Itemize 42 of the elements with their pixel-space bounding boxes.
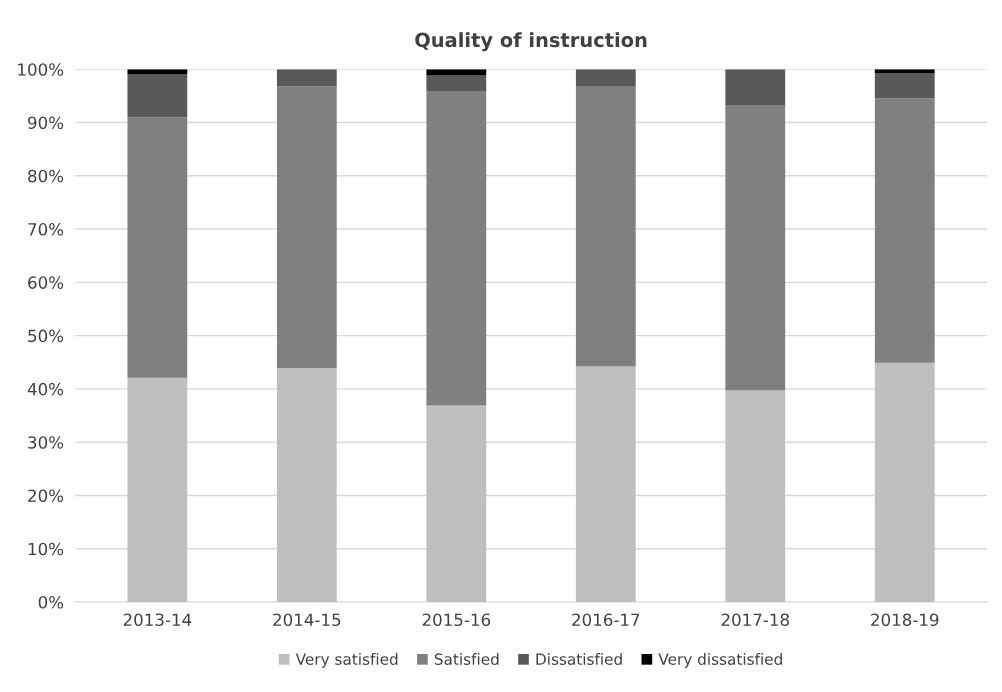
bar: [127, 377, 188, 603]
bar: [426, 91, 487, 406]
legend-label: Satisfied: [434, 653, 499, 665]
y-tick-label: 0%: [38, 596, 64, 609]
x-tick-label: 2017-18: [721, 613, 789, 627]
y-tick-label: 70%: [28, 223, 64, 236]
bar: [874, 72, 935, 99]
chart-title: Quality of instruction: [415, 32, 647, 52]
legend-label: Very satisfied: [295, 653, 398, 668]
y-tick-label: 60%: [28, 276, 64, 289]
bar: [725, 69, 786, 105]
bar: [874, 98, 935, 363]
bar: [874, 362, 935, 603]
bar: [127, 69, 188, 75]
bar: [276, 86, 337, 369]
y-tick-label: 80%: [28, 169, 64, 183]
bar: [575, 366, 636, 603]
x-tick-label: 2014-15: [273, 613, 341, 627]
legend-label: Very dissatisfied: [658, 653, 782, 668]
legend-label: Dissatisfied: [536, 653, 622, 665]
x-tick-label: 2015-16: [422, 613, 491, 627]
y-tick-label: 40%: [27, 382, 64, 396]
y-tick-label: 100%: [18, 63, 64, 76]
bar: [426, 69, 487, 76]
x-tick-label: 2013-14: [123, 613, 192, 627]
y-tick-label: 20%: [28, 489, 64, 503]
y-tick-label: 10%: [28, 542, 64, 556]
x-tick-label: 2018-19: [871, 613, 939, 627]
bar: [127, 74, 188, 118]
bar: [725, 390, 786, 603]
x-tick-label: 2016-17: [572, 613, 640, 627]
y-tick-label: 90%: [28, 116, 64, 130]
bar: [426, 405, 487, 603]
bar: [276, 69, 337, 87]
bar: [276, 368, 337, 603]
bar: [575, 86, 636, 367]
y-tick-label: 30%: [28, 436, 64, 449]
bar: [127, 117, 188, 378]
bar: [725, 104, 786, 391]
bar: [426, 75, 487, 92]
y-tick-label: 50%: [28, 329, 64, 343]
bar: [575, 69, 636, 87]
